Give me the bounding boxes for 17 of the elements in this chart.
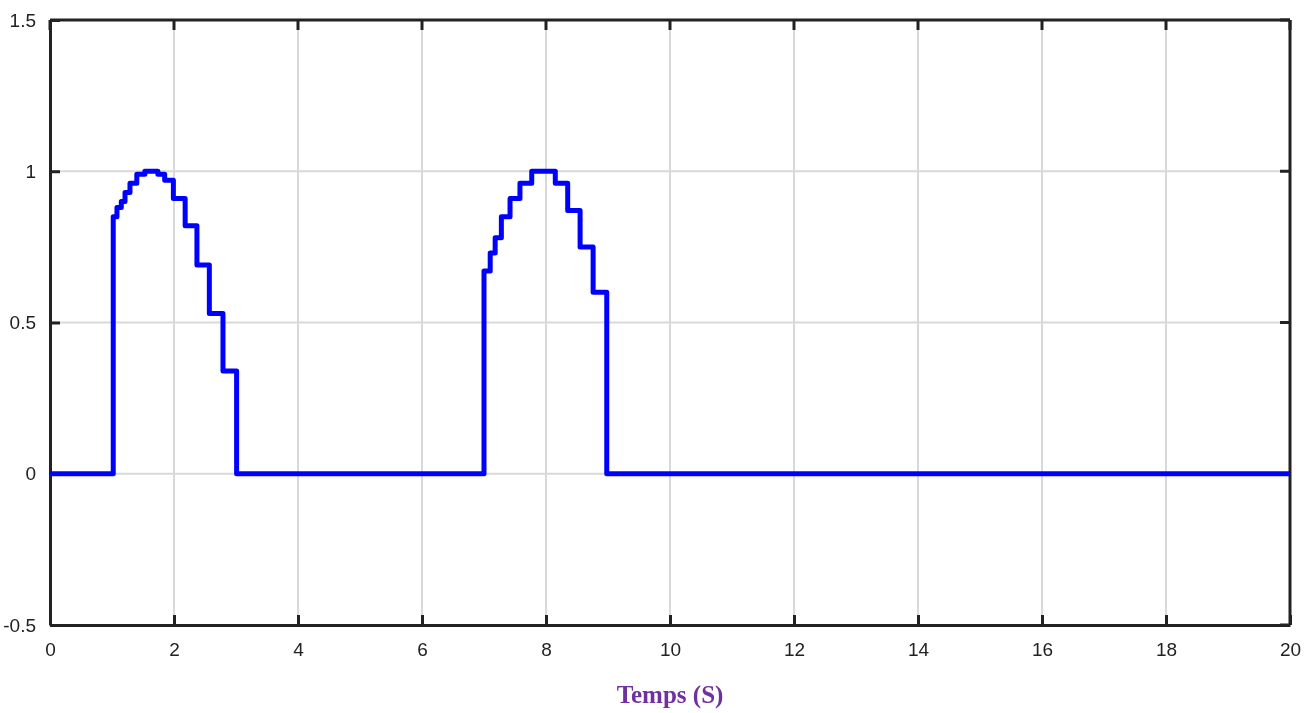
x-tick-label: 10 bbox=[659, 639, 682, 661]
y-tick-label: 0.5 bbox=[9, 312, 36, 334]
x-axis-title: Temps (S) bbox=[616, 681, 724, 709]
x-tick-label: 18 bbox=[1155, 639, 1178, 661]
x-tick-label: 8 bbox=[541, 639, 552, 661]
y-tick-label: 1 bbox=[25, 160, 36, 182]
x-tick-label: 0 bbox=[45, 639, 56, 661]
x-tick-label: 12 bbox=[783, 639, 806, 661]
y-tick-label: 1.5 bbox=[9, 9, 36, 31]
x-tick-label: 14 bbox=[907, 639, 930, 661]
x-tick-label: 2 bbox=[169, 639, 180, 661]
x-tick-label: 4 bbox=[293, 639, 305, 661]
x-tick-label: 16 bbox=[1031, 639, 1054, 661]
x-tick-label: 6 bbox=[417, 639, 428, 661]
y-tick-label: 0 bbox=[25, 463, 36, 485]
y-tick-label: -0.5 bbox=[3, 614, 36, 636]
x-tick-label: 20 bbox=[1279, 639, 1302, 661]
